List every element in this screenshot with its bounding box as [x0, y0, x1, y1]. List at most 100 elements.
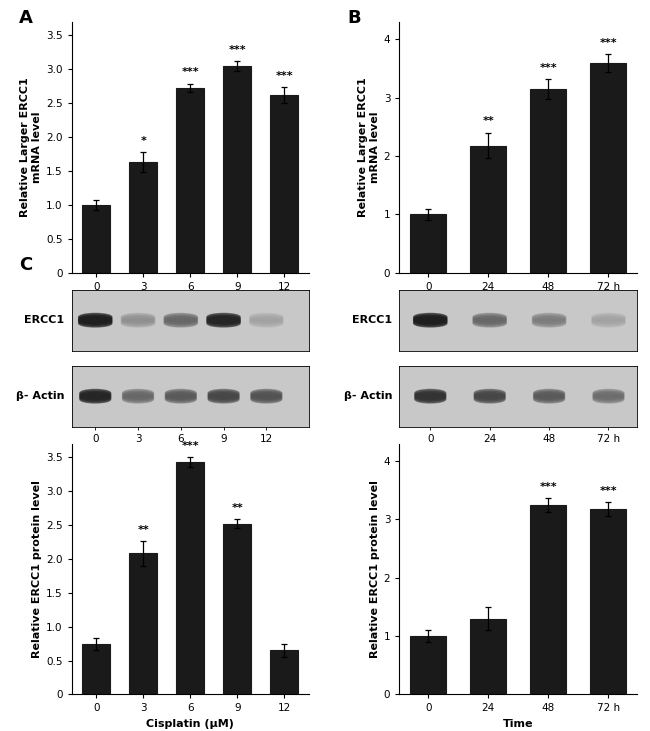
Text: ***: ***	[276, 71, 293, 80]
X-axis label: Cisplatin (μM): Cisplatin (μM)	[146, 298, 234, 307]
Ellipse shape	[250, 319, 283, 327]
Text: ***: ***	[540, 63, 557, 73]
Ellipse shape	[592, 319, 625, 327]
Ellipse shape	[207, 315, 240, 322]
Bar	[176, 88, 204, 273]
Bar	[223, 523, 252, 694]
Ellipse shape	[123, 395, 153, 403]
X-axis label: Cisplatin (μM): Cisplatin (μM)	[146, 447, 234, 457]
Text: **: **	[482, 116, 494, 126]
Ellipse shape	[80, 391, 111, 398]
Ellipse shape	[415, 394, 446, 401]
Ellipse shape	[80, 390, 111, 397]
Ellipse shape	[413, 319, 447, 327]
Bar	[270, 95, 298, 273]
Ellipse shape	[534, 390, 565, 397]
Ellipse shape	[415, 395, 446, 403]
Bar	[176, 462, 204, 694]
Ellipse shape	[164, 319, 198, 327]
Ellipse shape	[413, 314, 447, 321]
Bar	[530, 505, 566, 694]
Ellipse shape	[413, 318, 447, 325]
Ellipse shape	[79, 314, 112, 321]
Text: ERCC1: ERCC1	[24, 315, 64, 325]
Ellipse shape	[592, 314, 625, 321]
Ellipse shape	[208, 391, 239, 398]
Text: ***: ***	[599, 485, 617, 496]
Ellipse shape	[122, 318, 155, 325]
Bar	[410, 214, 446, 273]
X-axis label: Cisplatin (μM): Cisplatin (μM)	[146, 719, 234, 729]
Ellipse shape	[534, 391, 565, 398]
Ellipse shape	[251, 395, 282, 403]
Bar	[590, 509, 626, 694]
Ellipse shape	[474, 394, 505, 401]
Ellipse shape	[413, 315, 447, 322]
Text: **: **	[137, 525, 150, 535]
Ellipse shape	[80, 393, 111, 400]
Ellipse shape	[534, 393, 565, 400]
Ellipse shape	[532, 314, 566, 321]
Bar	[129, 553, 157, 694]
Text: ***: ***	[540, 482, 557, 492]
Ellipse shape	[208, 395, 239, 403]
Ellipse shape	[123, 391, 153, 398]
Ellipse shape	[207, 317, 240, 324]
Ellipse shape	[164, 318, 198, 325]
Ellipse shape	[251, 390, 282, 397]
Ellipse shape	[164, 315, 198, 322]
Ellipse shape	[122, 319, 155, 327]
Ellipse shape	[122, 317, 155, 324]
Ellipse shape	[79, 315, 112, 322]
Ellipse shape	[592, 318, 625, 325]
Ellipse shape	[165, 390, 196, 397]
Ellipse shape	[415, 391, 446, 398]
Ellipse shape	[208, 394, 239, 401]
X-axis label: Time: Time	[503, 719, 534, 729]
Text: ***: ***	[181, 67, 199, 77]
Ellipse shape	[250, 318, 283, 325]
Ellipse shape	[593, 393, 624, 400]
Ellipse shape	[165, 393, 196, 400]
Text: A: A	[20, 10, 33, 27]
X-axis label: Time: Time	[503, 447, 534, 457]
Text: β- Actin: β- Actin	[16, 391, 64, 401]
Ellipse shape	[592, 315, 625, 322]
Ellipse shape	[79, 317, 112, 324]
Text: B: B	[347, 10, 361, 27]
Text: C: C	[20, 257, 32, 274]
Bar	[83, 205, 110, 273]
Ellipse shape	[473, 315, 506, 322]
Ellipse shape	[593, 395, 624, 403]
Bar	[83, 643, 110, 694]
Ellipse shape	[474, 395, 505, 403]
Bar	[470, 145, 506, 273]
Text: *: *	[140, 136, 146, 145]
Ellipse shape	[473, 314, 506, 321]
Ellipse shape	[532, 319, 566, 327]
Bar	[270, 651, 298, 694]
Ellipse shape	[207, 319, 240, 327]
Y-axis label: Relative ERCC1 protein level: Relative ERCC1 protein level	[32, 480, 42, 658]
Ellipse shape	[165, 395, 196, 403]
Y-axis label: Relative Larger ERCC1
mRNA level: Relative Larger ERCC1 mRNA level	[20, 77, 42, 217]
Ellipse shape	[593, 390, 624, 397]
Ellipse shape	[80, 394, 111, 401]
Ellipse shape	[122, 314, 155, 321]
Bar	[410, 636, 446, 694]
Ellipse shape	[123, 394, 153, 401]
Ellipse shape	[473, 317, 506, 324]
Bar	[470, 618, 506, 694]
Ellipse shape	[534, 394, 565, 401]
Text: **: **	[231, 503, 243, 512]
Ellipse shape	[593, 394, 624, 401]
Ellipse shape	[415, 390, 446, 397]
Ellipse shape	[122, 315, 155, 322]
Ellipse shape	[532, 315, 566, 322]
Ellipse shape	[80, 395, 111, 403]
Ellipse shape	[251, 391, 282, 398]
Bar	[530, 89, 566, 273]
Ellipse shape	[534, 395, 565, 403]
X-axis label: Time: Time	[503, 298, 534, 307]
Ellipse shape	[592, 317, 625, 324]
